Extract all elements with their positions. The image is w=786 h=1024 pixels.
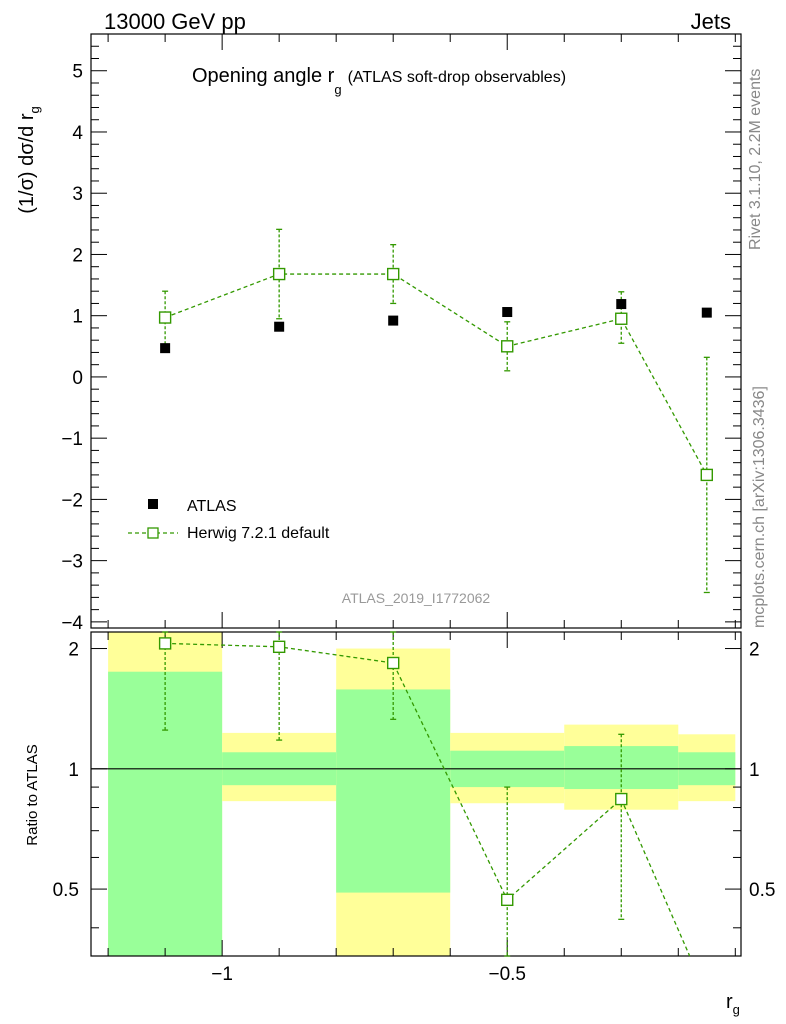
source-label: mcplots.cern.ch [arXiv:1306.3436] xyxy=(751,386,768,628)
atlas-point xyxy=(388,315,399,326)
ratio-herwig-point xyxy=(158,637,172,650)
analysis-label: ATLAS_2019_I1772062 xyxy=(342,590,491,606)
main-y-tick-label: 3 xyxy=(72,184,83,205)
ratio-herwig-line xyxy=(165,642,622,901)
herwig-point xyxy=(501,340,514,353)
atlas-point xyxy=(160,343,171,354)
ratio-y-tick-label-left: 1 xyxy=(68,760,79,781)
main-title: Opening angle rg(ATLAS soft-drop observa… xyxy=(192,65,566,97)
ratio-plot-frame xyxy=(90,631,742,957)
legend-herwig-label: Herwig 7.2.1 default xyxy=(187,525,330,542)
rivet-version-label: Rivet 3.1.10, 2.2M events xyxy=(747,69,764,250)
main-y-axis-label: (1/σ) dσ/d rg xyxy=(16,106,42,214)
ratio-band-inner xyxy=(336,689,451,893)
main-y-tick-label: 2 xyxy=(72,245,83,266)
atlas-point xyxy=(701,307,712,318)
ratio-herwig-point xyxy=(615,792,628,806)
ratio-herwig-point xyxy=(272,640,286,654)
x-tick-label: −1 xyxy=(211,964,233,985)
ratio-y-tick-label-left: 2 xyxy=(68,640,79,661)
ratio-y-tick-label-left: 0.5 xyxy=(53,880,79,901)
legend-herwig-marker xyxy=(147,527,159,539)
main-y-tick-label: 1 xyxy=(72,307,83,328)
main-y-tick-label: −2 xyxy=(61,490,83,511)
main-y-tick-label: 0 xyxy=(72,368,83,389)
main-y-tick-label: 5 xyxy=(72,62,83,83)
herwig-point xyxy=(615,312,628,325)
ratio-herwig-point xyxy=(386,656,400,670)
header-energy: 13000 GeV pp xyxy=(104,9,246,34)
main-y-tick-label: −1 xyxy=(61,429,83,450)
ratio-herwig-point xyxy=(501,893,514,907)
ratio-y-tick-label-right: 0.5 xyxy=(749,880,775,901)
ratio-y-axis-label: Ratio to ATLAS xyxy=(24,744,41,845)
ratio-band-inner xyxy=(564,746,679,790)
main-plot-frame xyxy=(90,33,742,629)
atlas-point xyxy=(274,321,285,332)
ratio-y-tick-label-right: 2 xyxy=(749,640,760,661)
atlas-point xyxy=(616,299,627,310)
herwig-line xyxy=(164,273,708,476)
x-axis-label: rg xyxy=(726,991,740,1017)
ratio-y-tick-label-right: 1 xyxy=(749,760,760,781)
x-tick-label: −0.5 xyxy=(488,964,526,985)
ratio-herwig-offscale-line xyxy=(620,798,691,957)
atlas-point xyxy=(502,307,513,318)
herwig-point xyxy=(272,267,286,281)
herwig-point xyxy=(158,311,172,324)
legend-atlas-marker xyxy=(148,499,158,509)
header-process: Jets xyxy=(691,9,731,34)
main-y-tick-label: 4 xyxy=(72,123,83,144)
legend-atlas-label: ATLAS xyxy=(187,498,237,515)
herwig-point xyxy=(386,267,400,281)
herwig-point xyxy=(700,468,713,482)
main-y-tick-label: −4 xyxy=(61,613,83,634)
main-y-tick-label: −3 xyxy=(61,552,83,573)
